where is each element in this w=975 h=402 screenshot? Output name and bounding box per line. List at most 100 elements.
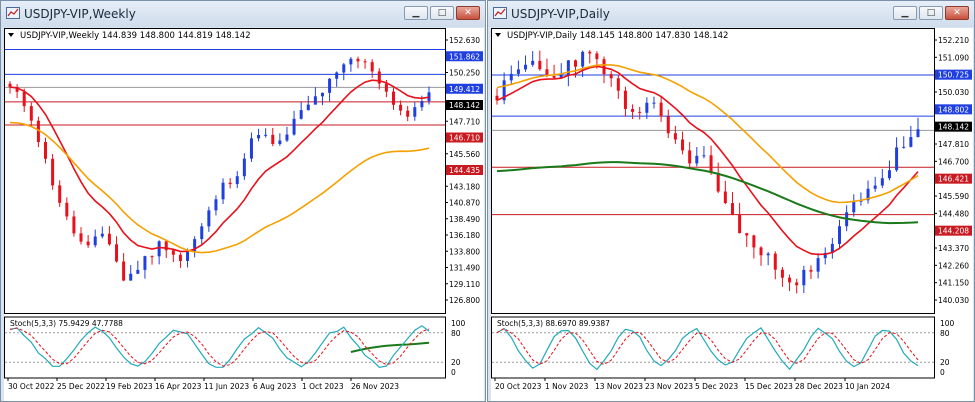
date-axis-label: 26 Nov 2023 (351, 382, 399, 391)
candle-body (51, 158, 55, 186)
candle-body (193, 239, 197, 252)
ema-red-line (9, 79, 430, 253)
date-axis-label: 16 Apr 2023 (155, 382, 202, 391)
minimize-button[interactable]: ▁ (893, 6, 917, 20)
ema-green-line (350, 341, 430, 353)
candle-body (531, 60, 535, 65)
date-axis-label: 25 Dec 2022 (57, 382, 105, 391)
candle-body (788, 277, 792, 283)
date-axis-label: 23 Nov 2023 (645, 382, 693, 391)
candle-body (673, 133, 677, 140)
price-axis-label: 131.490 (449, 264, 480, 273)
price-tag-box (446, 83, 483, 94)
candle-body (738, 214, 742, 234)
candle-body (313, 96, 317, 105)
price-tag-label: 151.862 (449, 52, 480, 61)
weekly-window-title: USDJPY-VIP,Weekly (24, 7, 136, 21)
main-plot-frame (491, 28, 935, 314)
candle-body (573, 60, 577, 67)
price-axis-label: 150.030 (938, 88, 969, 97)
candle-body (186, 251, 190, 261)
candle-body (342, 64, 346, 73)
candle-body (171, 250, 175, 255)
candle-body (681, 139, 685, 151)
candle-body (406, 110, 410, 117)
candle-body (752, 235, 756, 248)
close-button[interactable]: ✕ (456, 6, 480, 20)
price-axis-label: 129.110 (449, 280, 480, 289)
candle-body (22, 91, 26, 107)
date-axis-label: 1 Nov 2023 (545, 382, 588, 391)
candle-body (602, 59, 606, 75)
price-axis-label: 146.700 (938, 157, 969, 166)
candle-body (623, 90, 627, 109)
candle-body (495, 95, 499, 101)
candle-body (773, 253, 777, 270)
candle-body (759, 247, 763, 256)
price-tag-label: 148.802 (938, 105, 969, 114)
candle-body (15, 87, 19, 92)
stoch-level-label: 80 (940, 329, 950, 338)
price-tag-label: 144.208 (938, 227, 969, 236)
price-axis-label: 141.150 (938, 279, 969, 288)
candle-body (58, 185, 62, 203)
candle-body (552, 76, 556, 78)
candle-body (143, 256, 147, 270)
candle-body (595, 53, 599, 60)
date-axis-label: 28 Dec 2023 (795, 382, 843, 391)
candle-body (363, 61, 367, 63)
candle-body (502, 80, 506, 101)
candle-body (320, 92, 324, 97)
candle-body (538, 60, 542, 70)
price-axis-label: 145.560 (449, 150, 480, 159)
candle-body (766, 253, 770, 256)
candle-body (895, 147, 899, 171)
weekly-chart-canvas[interactable]: USDJPY-VIP,Weekly 144.839 148.800 144.81… (4, 28, 484, 402)
stoch-plot-frame (4, 316, 446, 379)
candle-body (559, 74, 563, 78)
candle-body (228, 182, 232, 185)
candle-body (136, 269, 140, 274)
price-axis-label: 151.090 (938, 53, 969, 62)
candle-body (271, 134, 275, 144)
price-axis-label: 126.800 (449, 296, 480, 305)
candle-body (873, 185, 877, 189)
main-plot-frame (4, 28, 446, 314)
price-axis-label: 140.870 (449, 199, 480, 208)
price-axis-label: 150.250 (449, 69, 480, 78)
candle-body (880, 178, 884, 186)
stoch-info-text: Stoch(5,3,3) 75.9429 47.7788 (10, 319, 123, 328)
candle-body (79, 233, 83, 242)
candle-body (581, 51, 585, 67)
price-tag-box (935, 121, 972, 132)
maximize-button[interactable]: □ (919, 6, 943, 20)
candle-body (349, 58, 353, 65)
candle-body (306, 104, 310, 111)
ema-red-line (496, 65, 919, 256)
candle-body (688, 150, 692, 164)
price-axis-label: 152.210 (938, 36, 969, 45)
candle-body (666, 116, 670, 134)
candle-body (609, 74, 613, 79)
candle-body (207, 210, 211, 227)
daily-chart-canvas[interactable]: USDJPY-VIP,Daily 148.145 148.800 147.830… (491, 28, 973, 402)
maximize-button[interactable]: □ (430, 6, 454, 20)
candle-body (909, 137, 913, 147)
candle-body (702, 155, 706, 157)
price-tag-box (446, 165, 483, 175)
price-tag-box (935, 173, 972, 184)
price-axis-label: 147.810 (938, 140, 969, 149)
candle-body (249, 138, 253, 159)
minimize-button[interactable]: ▁ (404, 6, 428, 20)
date-axis-label: 20 Oct 2023 (495, 382, 542, 391)
price-tag-box (935, 225, 972, 236)
candle-body (631, 108, 635, 112)
collapse-arrow-icon (495, 33, 501, 37)
close-button[interactable]: ✕ (945, 6, 969, 20)
candle-body (816, 258, 820, 272)
daily-window-title: USDJPY-VIP,Daily (511, 7, 610, 21)
candle-body (413, 107, 417, 117)
price-tag-box (446, 132, 483, 143)
candle-body (399, 104, 403, 111)
date-axis-label: 15 Dec 2023 (745, 382, 793, 391)
